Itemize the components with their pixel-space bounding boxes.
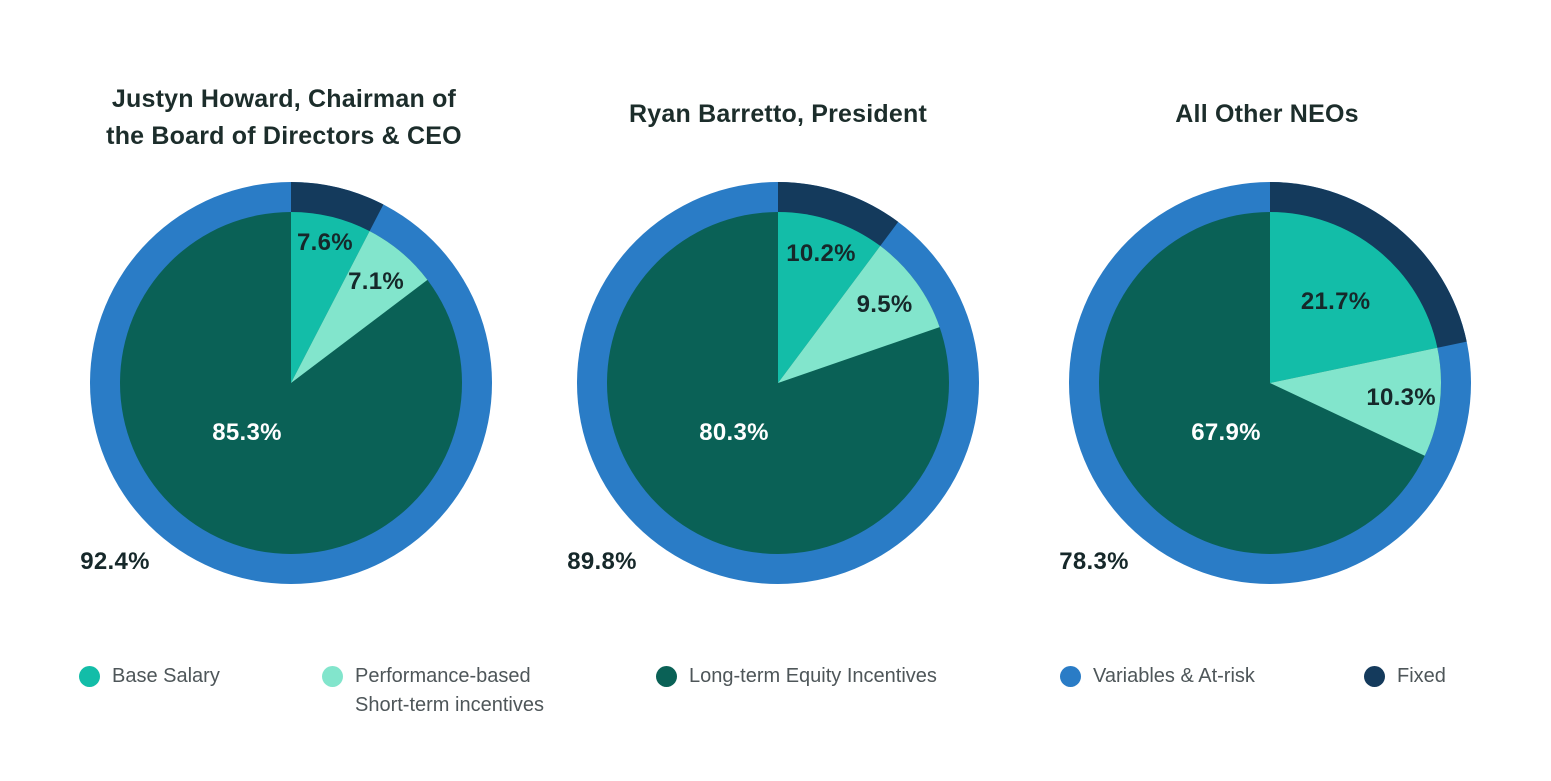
slice-short-term-incentives xyxy=(291,231,428,383)
label-short-term-pct: 10.3% xyxy=(1366,384,1436,412)
label-long-term-pct: 67.9% xyxy=(1191,419,1261,446)
legend-label: Long-term Equity Incentives xyxy=(689,665,937,687)
chart-title-president: Ryan Barretto, President xyxy=(629,99,927,128)
label-variables-at-risk-pct: 92.4% xyxy=(80,548,150,575)
pie-svg xyxy=(1069,182,1471,584)
slice-short-term-incentives xyxy=(778,245,940,383)
pie-chart-other-neos: 21.7% 10.3% 67.9% 78.3% xyxy=(1055,168,1485,598)
pie-svg xyxy=(90,182,492,584)
chart-title-ceo: Justyn Howard, Chairman of the Board of … xyxy=(106,84,462,150)
slice-base-salary xyxy=(1270,212,1438,383)
slice-base-salary xyxy=(778,212,881,383)
chart-title-other-neos: All Other NEOs xyxy=(1175,99,1359,128)
legend-item-base-salary: Base Salary xyxy=(79,662,220,691)
legend-item-long-term-equity-incentives: Long-term Equity Incentives xyxy=(656,662,937,691)
legend-item-fixed: Fixed xyxy=(1364,662,1446,691)
label-base-salary-pct: 7.6% xyxy=(297,229,353,257)
label-long-term-pct: 85.3% xyxy=(212,419,282,446)
pie-chart-president: 10.2% 9.5% 80.3% 89.8% xyxy=(563,168,993,598)
label-base-salary-pct: 10.2% xyxy=(786,239,856,267)
pie-chart-ceo: 7.6% 7.1% 85.3% 92.4% xyxy=(76,168,506,598)
legend-label: Base Salary xyxy=(112,665,220,687)
label-base-salary-pct: 21.7% xyxy=(1300,288,1371,316)
legend-label: Performance-based Short-term incentives xyxy=(355,665,544,716)
legend-item-performance-based: Performance-based Short-term incentives xyxy=(322,662,544,720)
legend-swatch-icon xyxy=(656,666,677,687)
legend-swatch-icon xyxy=(79,666,100,687)
label-short-term-pct: 9.5% xyxy=(856,291,913,319)
label-variables-at-risk-pct: 89.8% xyxy=(567,548,637,575)
label-variables-at-risk-pct: 78.3% xyxy=(1059,548,1129,575)
legend-swatch-icon xyxy=(322,666,343,687)
legend-swatch-icon xyxy=(1060,666,1081,687)
legend-label: Fixed xyxy=(1397,665,1446,687)
legend-swatch-icon xyxy=(1364,666,1385,687)
label-short-term-pct: 7.1% xyxy=(348,268,405,296)
pie-svg xyxy=(577,182,979,584)
label-long-term-pct: 80.3% xyxy=(699,419,769,446)
legend-item-variables-at-risk: Variables & At-risk xyxy=(1060,662,1255,691)
slice-base-salary xyxy=(291,212,370,383)
slice-short-term-incentives xyxy=(1270,347,1442,456)
legend-label: Variables & At-risk xyxy=(1093,665,1255,687)
